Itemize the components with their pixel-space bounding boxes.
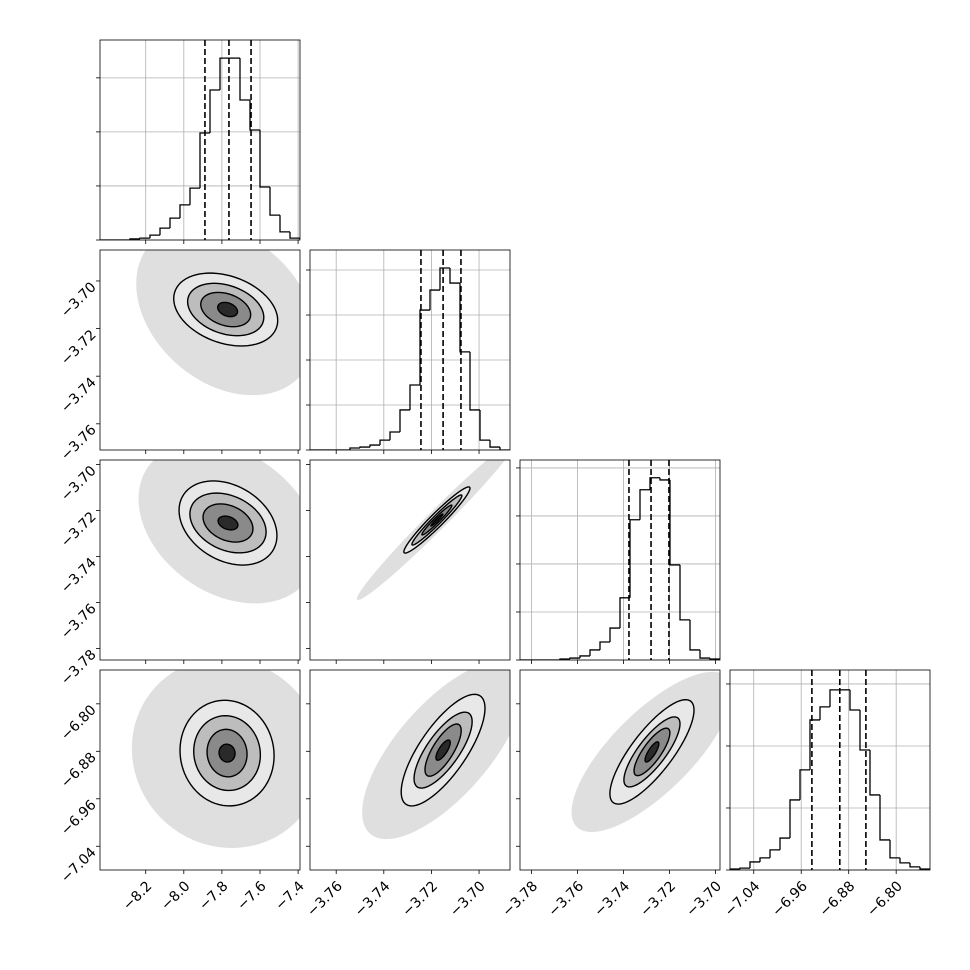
panel-content <box>356 460 506 600</box>
histogram-step <box>169 217 180 229</box>
histogram-step <box>189 187 200 205</box>
histogram-step <box>769 849 780 858</box>
histogram-step <box>689 619 700 651</box>
histogram-step <box>779 837 790 850</box>
histogram-step <box>849 689 860 711</box>
histogram-step <box>219 57 230 90</box>
histogram-step <box>449 267 460 284</box>
panel-frame <box>729 669 931 871</box>
histogram-step <box>649 477 660 490</box>
density-contour <box>218 743 236 763</box>
panel-content <box>730 670 930 870</box>
histogram-step <box>919 866 930 870</box>
panel-frame <box>309 249 511 451</box>
histogram-step <box>569 657 580 660</box>
histogram-step <box>469 351 480 411</box>
histogram-step <box>259 130 270 188</box>
histogram-step <box>869 750 880 796</box>
panel-frame <box>519 669 721 871</box>
histogram-step <box>669 479 680 566</box>
histogram-step <box>269 187 280 216</box>
histogram-step <box>819 706 830 720</box>
density-contour <box>644 741 660 763</box>
histogram-step <box>429 289 440 311</box>
histogram-step <box>279 215 290 233</box>
panel-content <box>571 671 720 832</box>
histogram-step <box>709 658 720 660</box>
histogram-step <box>489 440 500 448</box>
histogram-step <box>399 409 410 433</box>
histogram-step <box>159 227 170 236</box>
histogram-step <box>179 204 190 219</box>
panel-content <box>138 460 300 604</box>
histogram-step <box>609 627 620 642</box>
histogram-step <box>589 649 600 656</box>
histogram-step <box>389 431 400 441</box>
histogram-step <box>730 868 740 870</box>
histogram-step <box>409 384 420 410</box>
density-contour <box>217 301 239 318</box>
histogram-step <box>439 267 450 291</box>
histogram-step <box>149 234 160 239</box>
histogram-step <box>619 597 630 629</box>
panel-frame <box>99 249 301 451</box>
histogram-step <box>499 447 510 450</box>
histogram-step <box>799 769 810 800</box>
histogram-step <box>239 58 250 101</box>
histogram-step <box>199 132 210 189</box>
panel-content <box>362 670 510 840</box>
panel-frame <box>309 669 511 871</box>
histogram-step <box>359 446 370 448</box>
histogram-step <box>659 477 670 481</box>
histogram-step <box>379 439 390 446</box>
histogram-step <box>479 409 490 441</box>
density-contour <box>217 515 239 531</box>
histogram-step <box>139 237 150 239</box>
histogram-step <box>419 309 430 385</box>
histogram-step <box>829 689 840 707</box>
histogram-step <box>249 100 260 131</box>
panel-frame <box>99 39 301 241</box>
histogram-step <box>579 655 590 659</box>
histogram-step <box>699 649 710 659</box>
panel-frame <box>519 459 721 661</box>
panel-frame <box>99 459 301 661</box>
histogram-step <box>909 862 920 868</box>
panel-content <box>136 250 300 396</box>
histogram-step <box>639 489 650 520</box>
histogram-step <box>209 89 220 133</box>
panel-content <box>131 670 300 848</box>
histogram-step <box>859 710 870 751</box>
histogram-step <box>809 719 820 770</box>
panel-content <box>310 250 510 450</box>
histogram-step <box>289 231 300 240</box>
panel-content <box>100 40 300 240</box>
histogram-step <box>759 857 770 862</box>
panel-frame <box>99 669 301 871</box>
histogram-step <box>879 794 890 841</box>
histogram-step <box>369 444 380 448</box>
histogram-step <box>889 839 900 859</box>
density-contour <box>435 739 451 761</box>
density-contour <box>430 513 444 527</box>
histogram-step <box>739 867 750 870</box>
panel-frame <box>309 459 511 661</box>
histogram-step <box>599 641 610 650</box>
histogram-step <box>749 861 760 869</box>
histogram-step <box>349 447 360 450</box>
histogram-step <box>629 519 640 598</box>
histogram-step <box>789 799 800 839</box>
panel-content <box>520 460 720 660</box>
histogram-step <box>459 283 470 353</box>
histogram-step <box>899 857 910 864</box>
histogram-step <box>679 564 690 621</box>
